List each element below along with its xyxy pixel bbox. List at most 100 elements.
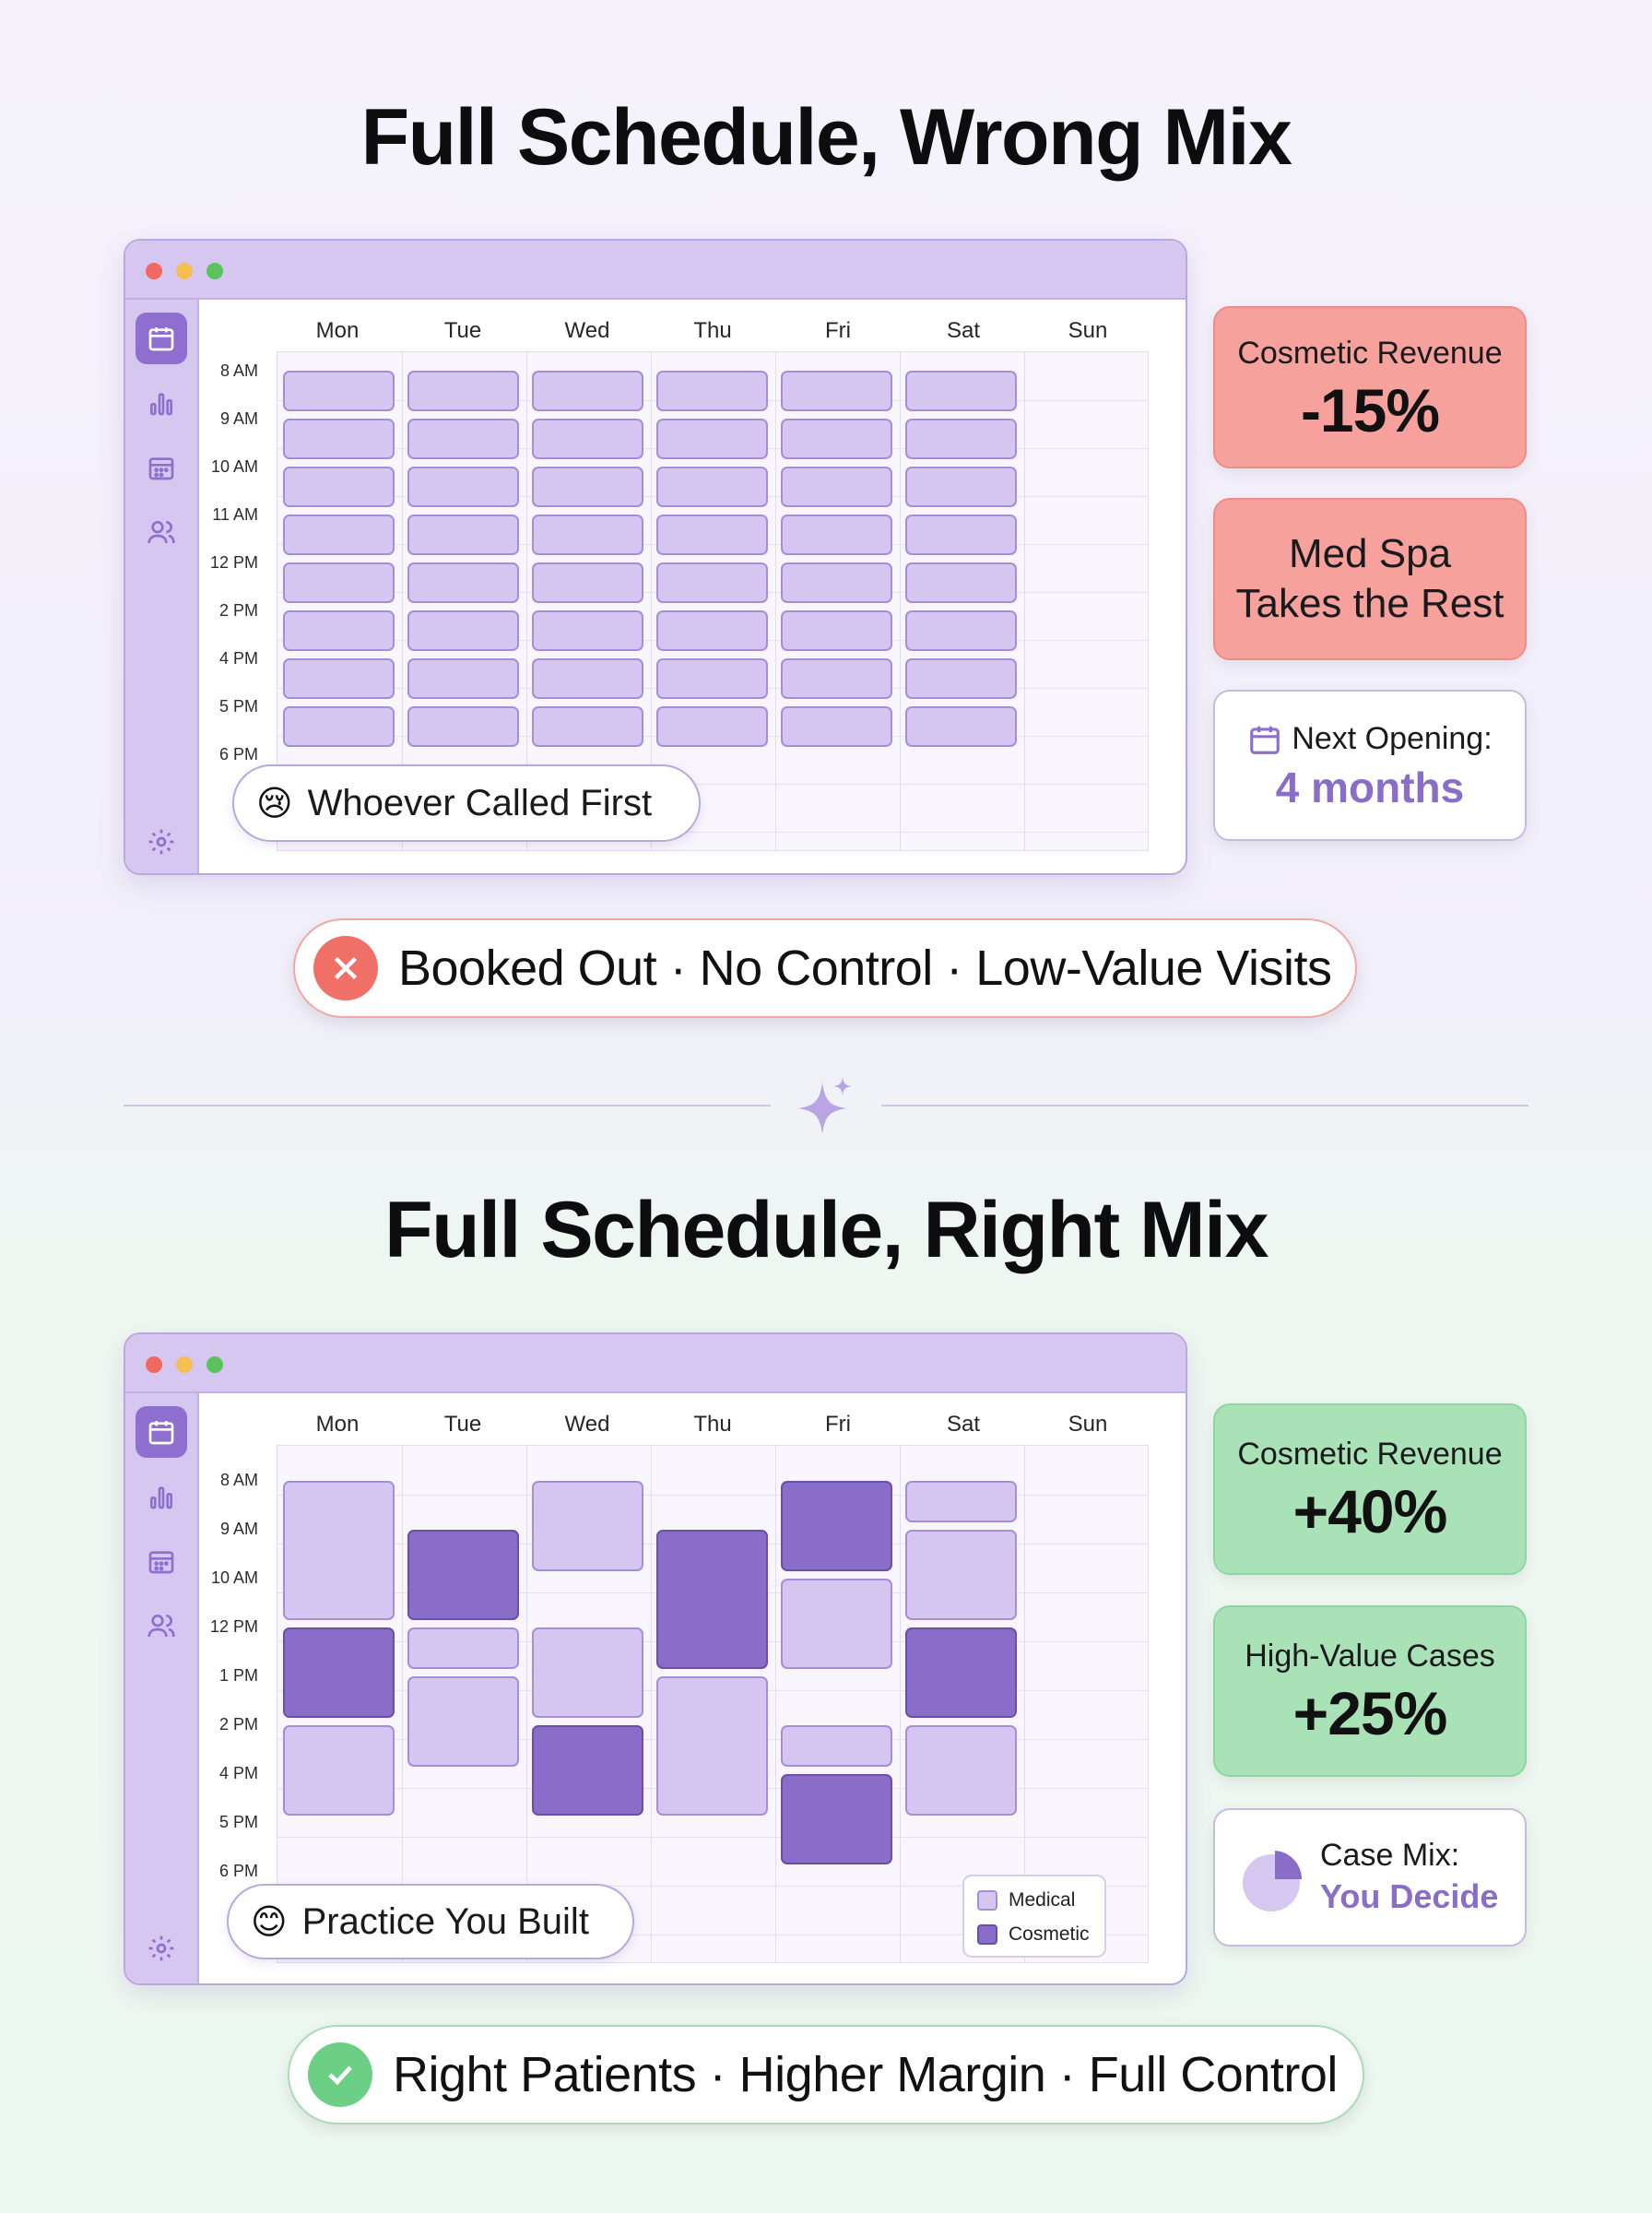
cosmetic-appointment[interactable] — [781, 1774, 892, 1864]
medical-appointment[interactable] — [905, 562, 1017, 603]
medical-appointment[interactable] — [905, 515, 1017, 555]
section-divider-right — [881, 1105, 1528, 1106]
medical-appointment[interactable] — [656, 658, 768, 699]
medical-appointment[interactable] — [781, 562, 892, 603]
grid-row-line — [277, 1886, 1148, 1887]
medical-appointment[interactable] — [905, 658, 1017, 699]
legend-cosmetic: Cosmetic — [977, 1923, 1090, 1946]
top-section-title: Full Schedule, Wrong Mix — [360, 93, 1292, 182]
medical-appointment[interactable] — [532, 1627, 643, 1718]
medical-appointment[interactable] — [905, 419, 1017, 459]
top-schedule-window: Mon Tue Wed Thu Fri Sat Sun 8 AM 9 AM 10… — [124, 239, 1187, 875]
medical-appointment[interactable] — [905, 371, 1017, 411]
medical-appointment[interactable] — [656, 467, 768, 507]
window-close-dot[interactable] — [146, 1356, 162, 1373]
medical-appointment[interactable] — [905, 706, 1017, 747]
medical-appointment[interactable] — [532, 515, 643, 555]
medical-appointment[interactable] — [905, 467, 1017, 507]
medical-appointment[interactable] — [781, 1579, 892, 1669]
medical-appointment[interactable] — [656, 562, 768, 603]
medical-appointment[interactable] — [407, 658, 519, 699]
cosmetic-appointment[interactable] — [407, 1530, 519, 1620]
window-minimize-dot[interactable] — [176, 263, 193, 279]
medical-appointment[interactable] — [905, 1530, 1017, 1620]
medical-appointment[interactable] — [283, 1725, 395, 1816]
users-icon[interactable] — [136, 506, 187, 558]
medical-appointment[interactable] — [656, 610, 768, 651]
window-maximize-dot[interactable] — [206, 263, 223, 279]
calendar-grid-icon[interactable] — [136, 442, 187, 493]
cosmetic-revenue-card: Cosmetic Revenue +40% — [1213, 1403, 1527, 1575]
medical-appointment[interactable] — [407, 1676, 519, 1767]
medical-appointment[interactable] — [656, 706, 768, 747]
medical-appointment[interactable] — [532, 467, 643, 507]
section-divider-left — [124, 1105, 771, 1106]
medical-appointment[interactable] — [532, 658, 643, 699]
grid-column-line — [651, 1446, 652, 1962]
medical-appointment[interactable] — [532, 610, 643, 651]
medical-appointment[interactable] — [532, 371, 643, 411]
settings-gear-icon[interactable] — [136, 816, 187, 868]
cosmetic-appointment[interactable] — [656, 1530, 768, 1669]
cosmetic-appointment[interactable] — [283, 1627, 395, 1718]
time-label: 9 AM — [219, 1520, 258, 1538]
card-value: 4 months — [1275, 763, 1465, 811]
calendar-icon — [1250, 726, 1280, 754]
grid-column-line — [1024, 1446, 1025, 1962]
medical-appointment[interactable] — [532, 1481, 643, 1571]
window-maximize-dot[interactable] — [206, 1356, 223, 1373]
medical-appointment[interactable] — [656, 515, 768, 555]
cosmetic-appointment[interactable] — [781, 1481, 892, 1571]
cosmetic-appointment[interactable] — [905, 1627, 1017, 1718]
medical-appointment[interactable] — [407, 706, 519, 747]
medical-appointment[interactable] — [283, 371, 395, 411]
medical-appointment[interactable] — [283, 658, 395, 699]
medical-appointment[interactable] — [407, 371, 519, 411]
medical-appointment[interactable] — [283, 706, 395, 747]
medical-appointment[interactable] — [905, 1725, 1017, 1816]
medical-appointment[interactable] — [407, 419, 519, 459]
medical-appointment[interactable] — [283, 610, 395, 651]
users-icon[interactable] — [136, 1600, 187, 1651]
banner-text: Right Patients · Higher Margin · Full Co… — [393, 2047, 1338, 2102]
medical-appointment[interactable] — [283, 515, 395, 555]
medical-appointment[interactable] — [407, 1627, 519, 1669]
window-close-dot[interactable] — [146, 263, 162, 279]
medical-appointment[interactable] — [781, 515, 892, 555]
bar-chart-icon[interactable] — [136, 377, 187, 429]
medical-appointment[interactable] — [781, 419, 892, 459]
medical-appointment[interactable] — [283, 419, 395, 459]
medical-appointment[interactable] — [781, 658, 892, 699]
medical-appointment[interactable] — [781, 371, 892, 411]
medical-appointment[interactable] — [283, 1481, 395, 1620]
medical-appointment[interactable] — [407, 467, 519, 507]
bottom-schedule-window: Mon Tue Wed Thu Fri Sat Sun 8 AM 9 AM 10… — [124, 1332, 1187, 1985]
medical-appointment[interactable] — [283, 562, 395, 603]
settings-gear-icon[interactable] — [136, 1923, 187, 1974]
medical-appointment[interactable] — [905, 610, 1017, 651]
medical-appointment[interactable] — [532, 706, 643, 747]
medical-appointment[interactable] — [283, 467, 395, 507]
medical-appointment[interactable] — [532, 562, 643, 603]
calendar-icon[interactable] — [136, 1406, 187, 1458]
medical-appointment[interactable] — [407, 515, 519, 555]
calendar-grid-icon[interactable] — [136, 1535, 187, 1587]
time-label: 4 PM — [218, 649, 258, 668]
day-header-tue: Tue — [443, 1412, 482, 1437]
window-minimize-dot[interactable] — [176, 1356, 193, 1373]
medical-appointment[interactable] — [532, 419, 643, 459]
medical-appointment[interactable] — [656, 419, 768, 459]
medical-appointment[interactable] — [407, 562, 519, 603]
medical-appointment[interactable] — [407, 610, 519, 651]
bar-chart-icon[interactable] — [136, 1471, 187, 1522]
medical-appointment[interactable] — [781, 706, 892, 747]
medical-appointment[interactable] — [781, 1725, 892, 1767]
medical-appointment[interactable] — [656, 371, 768, 411]
medical-appointment[interactable] — [781, 610, 892, 651]
medical-appointment[interactable] — [656, 1676, 768, 1816]
medical-appointment[interactable] — [781, 467, 892, 507]
cosmetic-appointment[interactable] — [532, 1725, 643, 1816]
medical-appointment[interactable] — [905, 1481, 1017, 1522]
time-label: 6 PM — [218, 1862, 258, 1880]
calendar-icon[interactable] — [136, 313, 187, 364]
